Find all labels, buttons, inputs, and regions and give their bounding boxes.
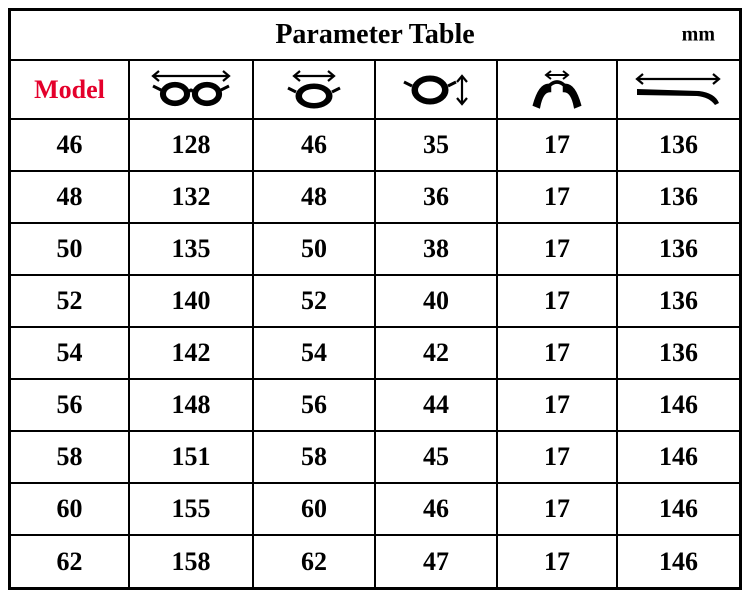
cell-lens_height: 44 (375, 379, 497, 431)
cell-model: 54 (11, 327, 129, 379)
cell-lens_height: 42 (375, 327, 497, 379)
table-row: 56148564417146 (11, 379, 739, 431)
cell-frame_width: 128 (129, 119, 253, 171)
cell-bridge_width: 17 (497, 171, 617, 223)
cell-bridge_width: 17 (497, 119, 617, 171)
cell-model: 56 (11, 379, 129, 431)
model-header-cell: Model (11, 61, 129, 119)
cell-temple_length: 146 (617, 431, 739, 483)
table-row: 52140524017136 (11, 275, 739, 327)
cell-frame_width: 151 (129, 431, 253, 483)
frame-width-header (129, 61, 253, 119)
cell-temple_length: 146 (617, 535, 739, 587)
model-header-label: Model (34, 75, 105, 104)
cell-frame_width: 155 (129, 483, 253, 535)
cell-lens_width: 52 (253, 275, 375, 327)
cell-bridge_width: 17 (497, 223, 617, 275)
lens-height-icon (396, 67, 476, 113)
frame-width-icon (143, 68, 239, 112)
cell-lens_width: 60 (253, 483, 375, 535)
cell-lens_height: 45 (375, 431, 497, 483)
table-row: 62158624717146 (11, 535, 739, 587)
cell-lens_width: 48 (253, 171, 375, 223)
cell-bridge_width: 17 (497, 483, 617, 535)
cell-model: 52 (11, 275, 129, 327)
cell-frame_width: 142 (129, 327, 253, 379)
cell-frame_width: 140 (129, 275, 253, 327)
cell-bridge_width: 17 (497, 275, 617, 327)
cell-lens_height: 40 (375, 275, 497, 327)
cell-frame_width: 132 (129, 171, 253, 223)
cell-lens_height: 36 (375, 171, 497, 223)
cell-temple_length: 136 (617, 223, 739, 275)
cell-temple_length: 146 (617, 483, 739, 535)
cell-bridge_width: 17 (497, 379, 617, 431)
table-row: 54142544217136 (11, 327, 739, 379)
table-body: 4612846351713648132483617136501355038171… (11, 119, 739, 587)
cell-lens_height: 46 (375, 483, 497, 535)
lens-height-header (375, 61, 497, 119)
cell-lens_height: 35 (375, 119, 497, 171)
lens-width-header (253, 61, 375, 119)
temple-length-icon (629, 69, 729, 111)
cell-lens_width: 62 (253, 535, 375, 587)
cell-lens_width: 54 (253, 327, 375, 379)
header-row: Model (11, 61, 739, 119)
cell-lens_width: 50 (253, 223, 375, 275)
table-row: 46128463517136 (11, 119, 739, 171)
parameter-table-frame: Parameter Table mm Model (8, 8, 742, 590)
cell-lens_height: 38 (375, 223, 497, 275)
cell-lens_width: 46 (253, 119, 375, 171)
temple-length-header (617, 61, 739, 119)
table-row: 48132483617136 (11, 171, 739, 223)
cell-model: 60 (11, 483, 129, 535)
bridge-width-header (497, 61, 617, 119)
parameter-table: Model (11, 61, 739, 587)
cell-model: 48 (11, 171, 129, 223)
table-row: 50135503817136 (11, 223, 739, 275)
cell-model: 62 (11, 535, 129, 587)
cell-lens_width: 56 (253, 379, 375, 431)
table-row: 60155604617146 (11, 483, 739, 535)
bridge-width-icon (522, 67, 592, 113)
cell-temple_length: 136 (617, 171, 739, 223)
cell-temple_length: 136 (617, 327, 739, 379)
cell-temple_length: 136 (617, 119, 739, 171)
cell-model: 46 (11, 119, 129, 171)
cell-frame_width: 158 (129, 535, 253, 587)
cell-temple_length: 146 (617, 379, 739, 431)
cell-lens_width: 58 (253, 431, 375, 483)
table-row: 58151584517146 (11, 431, 739, 483)
cell-bridge_width: 17 (497, 327, 617, 379)
cell-bridge_width: 17 (497, 431, 617, 483)
cell-frame_width: 148 (129, 379, 253, 431)
unit-label: mm (682, 24, 715, 47)
cell-temple_length: 136 (617, 275, 739, 327)
title-row: Parameter Table mm (11, 11, 739, 61)
cell-frame_width: 135 (129, 223, 253, 275)
cell-model: 58 (11, 431, 129, 483)
cell-model: 50 (11, 223, 129, 275)
lens-width-icon (274, 68, 354, 112)
cell-bridge_width: 17 (497, 535, 617, 587)
cell-lens_height: 47 (375, 535, 497, 587)
table-title: Parameter Table (275, 19, 474, 51)
